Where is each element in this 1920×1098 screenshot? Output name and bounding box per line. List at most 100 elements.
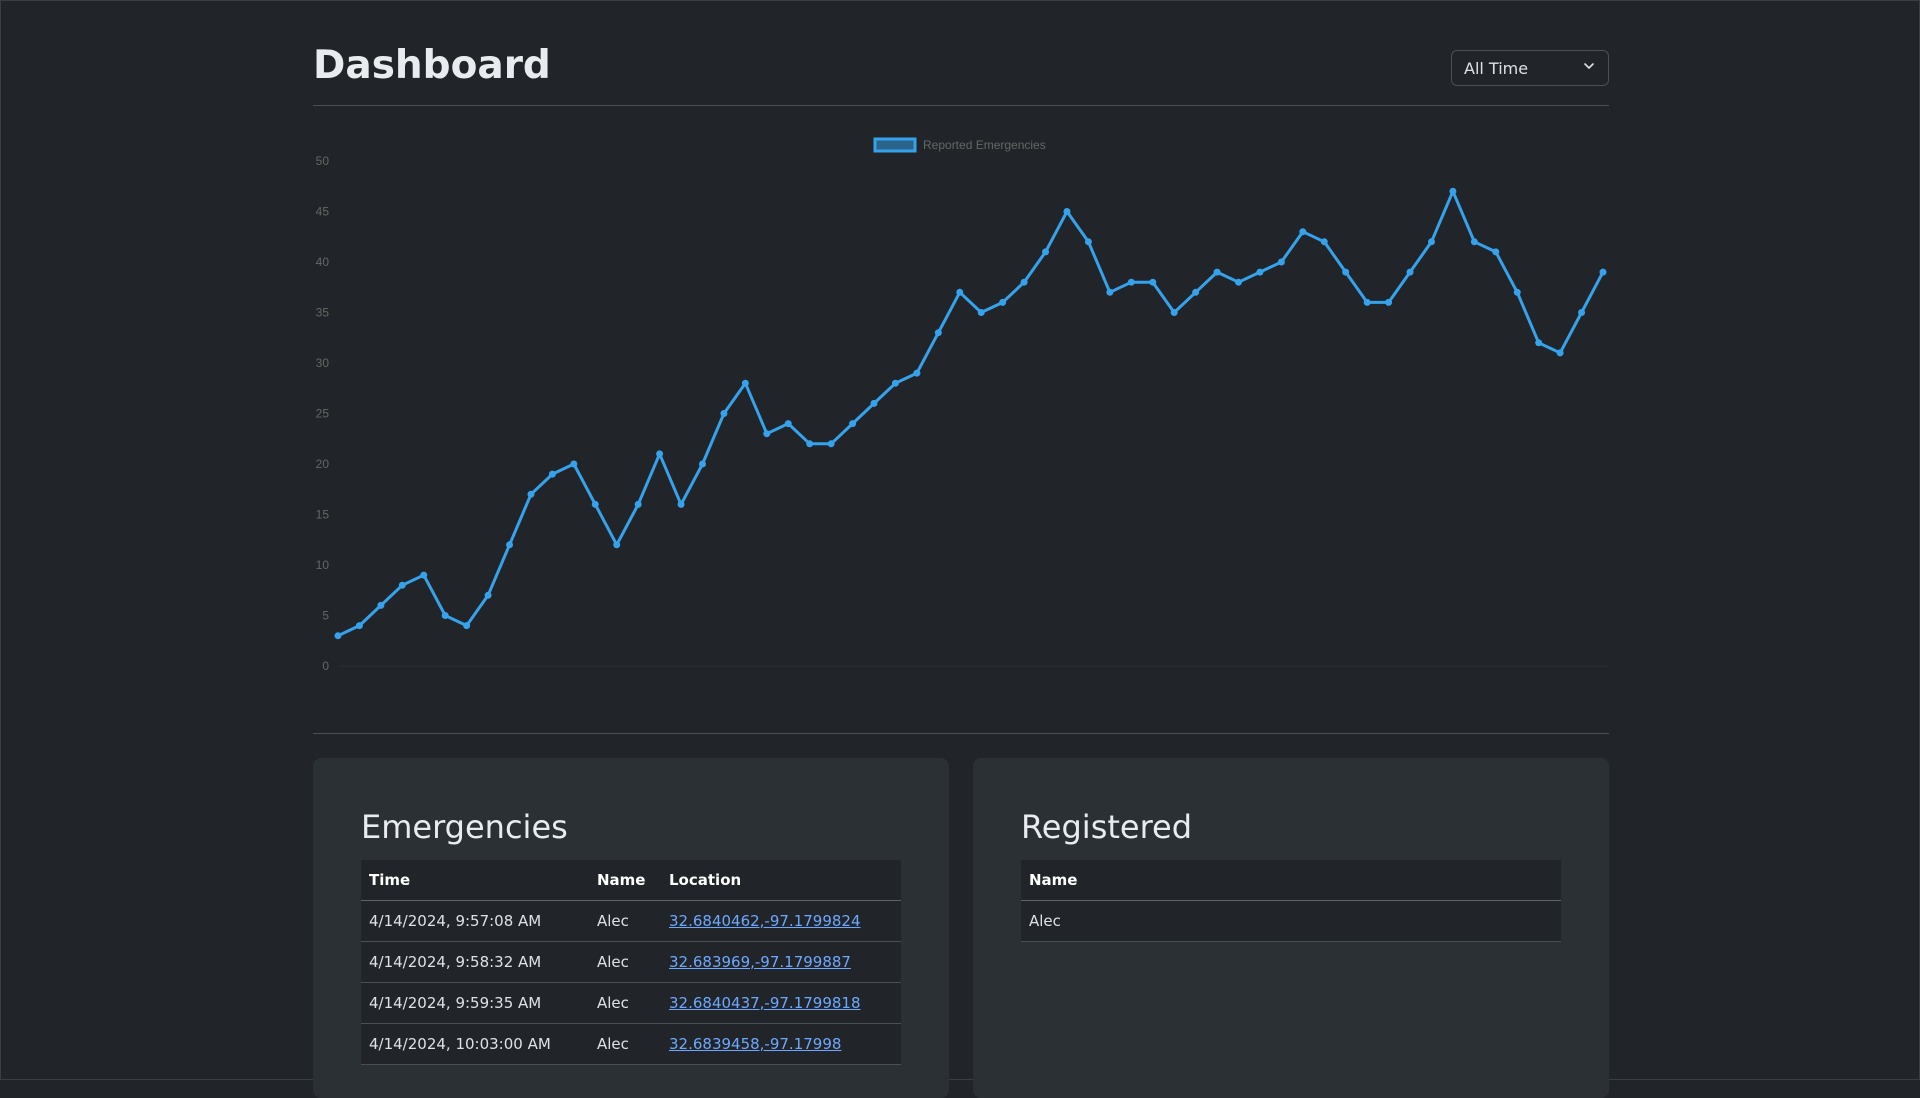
data-point	[527, 490, 535, 498]
data-point	[1020, 278, 1028, 286]
data-point	[1492, 248, 1500, 256]
data-point	[548, 470, 556, 478]
data-point	[913, 369, 921, 377]
chevron-down-icon	[1584, 63, 1594, 69]
data-point	[1578, 309, 1586, 316]
location-link[interactable]: 32.683969,-97.1799887	[669, 953, 851, 971]
data-point	[1084, 238, 1092, 246]
table-row: 4/14/2024, 9:57:08 AM Alec 32.6840462,-9…	[361, 900, 901, 942]
data-point	[1513, 288, 1521, 296]
emergencies-title: Emergencies	[361, 808, 568, 846]
registered-title: Registered	[1021, 808, 1193, 846]
data-point	[613, 541, 621, 549]
data-point	[827, 440, 835, 448]
table-header-row: Name	[1021, 860, 1561, 901]
emergencies-table: Time Name Location 4/14/2024, 9:57:08 AM…	[361, 860, 901, 1065]
data-point	[763, 430, 771, 438]
data-point	[398, 581, 406, 589]
time-range-value: All Time	[1464, 59, 1529, 78]
cell-name: Alec	[1021, 900, 1561, 942]
data-point	[1427, 238, 1435, 246]
data-point	[1342, 268, 1350, 276]
data-point	[1149, 278, 1157, 286]
cell-name: Alec	[589, 1023, 661, 1065]
cell-location: 32.683969,-97.1799887	[661, 941, 901, 983]
cell-time: 4/14/2024, 9:57:08 AM	[361, 900, 589, 942]
data-point	[484, 591, 492, 599]
data-point	[1192, 288, 1200, 296]
registered-card: Registered Name Alec	[973, 758, 1609, 1098]
cell-name: Alec	[589, 982, 661, 1024]
y-tick-label: 20	[316, 457, 330, 471]
data-point	[1406, 268, 1414, 276]
time-range-select[interactable]: All Time	[1451, 50, 1609, 86]
y-tick-label: 10	[316, 558, 330, 572]
line-chart: 0 5 10 15 20 25 30 35 40 45 50 Reported Emergencies	[316, 137, 1609, 673]
data-point	[1127, 278, 1135, 286]
page-title: Dashboard	[313, 43, 551, 88]
data-point	[1385, 298, 1393, 306]
data-point	[934, 329, 942, 337]
registered-table: Name Alec	[1021, 860, 1561, 942]
data-point	[355, 622, 363, 630]
cell-time: 4/14/2024, 9:58:32 AM	[361, 941, 589, 983]
data-point	[591, 500, 599, 508]
table-row: 4/14/2024, 10:03:00 AM Alec 32.6839458,-…	[361, 1023, 901, 1065]
column-header-location: Location	[661, 860, 901, 901]
emergencies-chart: 0 5 10 15 20 25 30 35 40 45 50 Reported Emergencies	[313, 121, 1609, 734]
table-row: 4/14/2024, 9:59:35 AM Alec 32.6840437,-9…	[361, 982, 901, 1024]
y-tick-label: 25	[316, 407, 330, 421]
data-point	[1170, 309, 1178, 316]
emergencies-card: Emergencies Time Name Location 4/14/2024…	[313, 758, 949, 1098]
data-point	[334, 632, 342, 640]
data-point	[1063, 208, 1071, 215]
legend-swatch	[873, 137, 917, 153]
cell-time: 4/14/2024, 9:59:35 AM	[361, 982, 589, 1024]
cell-location: 32.6839458,-97.17998	[661, 1023, 901, 1065]
data-point	[956, 288, 964, 296]
y-tick-label: 0	[322, 659, 329, 673]
data-point	[570, 460, 578, 468]
data-point	[1449, 187, 1457, 195]
data-point	[1042, 248, 1050, 256]
location-link[interactable]: 32.6840437,-97.1799818	[669, 994, 861, 1012]
data-point	[1363, 298, 1371, 306]
data-point	[677, 500, 685, 508]
data-point	[870, 399, 878, 407]
column-header-time: Time	[361, 860, 589, 901]
data-point	[1106, 288, 1114, 296]
legend-label: Reported Emergencies	[923, 138, 1046, 152]
y-tick-label: 5	[322, 609, 329, 623]
data-point	[999, 298, 1007, 306]
series-line	[337, 189, 1605, 638]
data-point	[1277, 258, 1285, 266]
data-point	[698, 460, 706, 468]
cell-time: 4/14/2024, 10:03:00 AM	[361, 1023, 589, 1065]
table-header-row: Time Name Location	[361, 860, 901, 901]
cell-name: Alec	[589, 900, 661, 942]
data-point	[506, 541, 514, 549]
data-point	[1470, 238, 1478, 246]
data-point	[1556, 349, 1564, 357]
column-header-name: Name	[1021, 860, 1561, 901]
cell-location: 32.6840462,-97.1799824	[661, 900, 901, 942]
cell-name: Alec	[589, 941, 661, 983]
data-point	[741, 379, 749, 387]
y-tick-label: 30	[316, 356, 330, 370]
data-point	[441, 612, 449, 619]
y-tick-label: 50	[316, 154, 330, 168]
page-header: Dashboard All Time	[313, 39, 1609, 106]
data-point	[420, 571, 428, 579]
column-header-name: Name	[589, 860, 661, 901]
data-point	[1599, 268, 1607, 276]
data-point	[1256, 268, 1264, 276]
location-link[interactable]: 32.6839458,-97.17998	[669, 1035, 842, 1053]
main-container: Dashboard All Time 0 5 10 15 20 25 30 35 40 45 50 R…	[313, 1, 1609, 1098]
y-tick-label: 35	[316, 306, 330, 320]
y-tick-label: 40	[316, 255, 330, 269]
data-point	[1235, 278, 1243, 286]
location-link[interactable]: 32.6840462,-97.1799824	[669, 912, 861, 930]
data-point	[891, 379, 899, 387]
table-row: 4/14/2024, 9:58:32 AM Alec 32.683969,-97…	[361, 941, 901, 983]
data-point	[849, 420, 857, 428]
